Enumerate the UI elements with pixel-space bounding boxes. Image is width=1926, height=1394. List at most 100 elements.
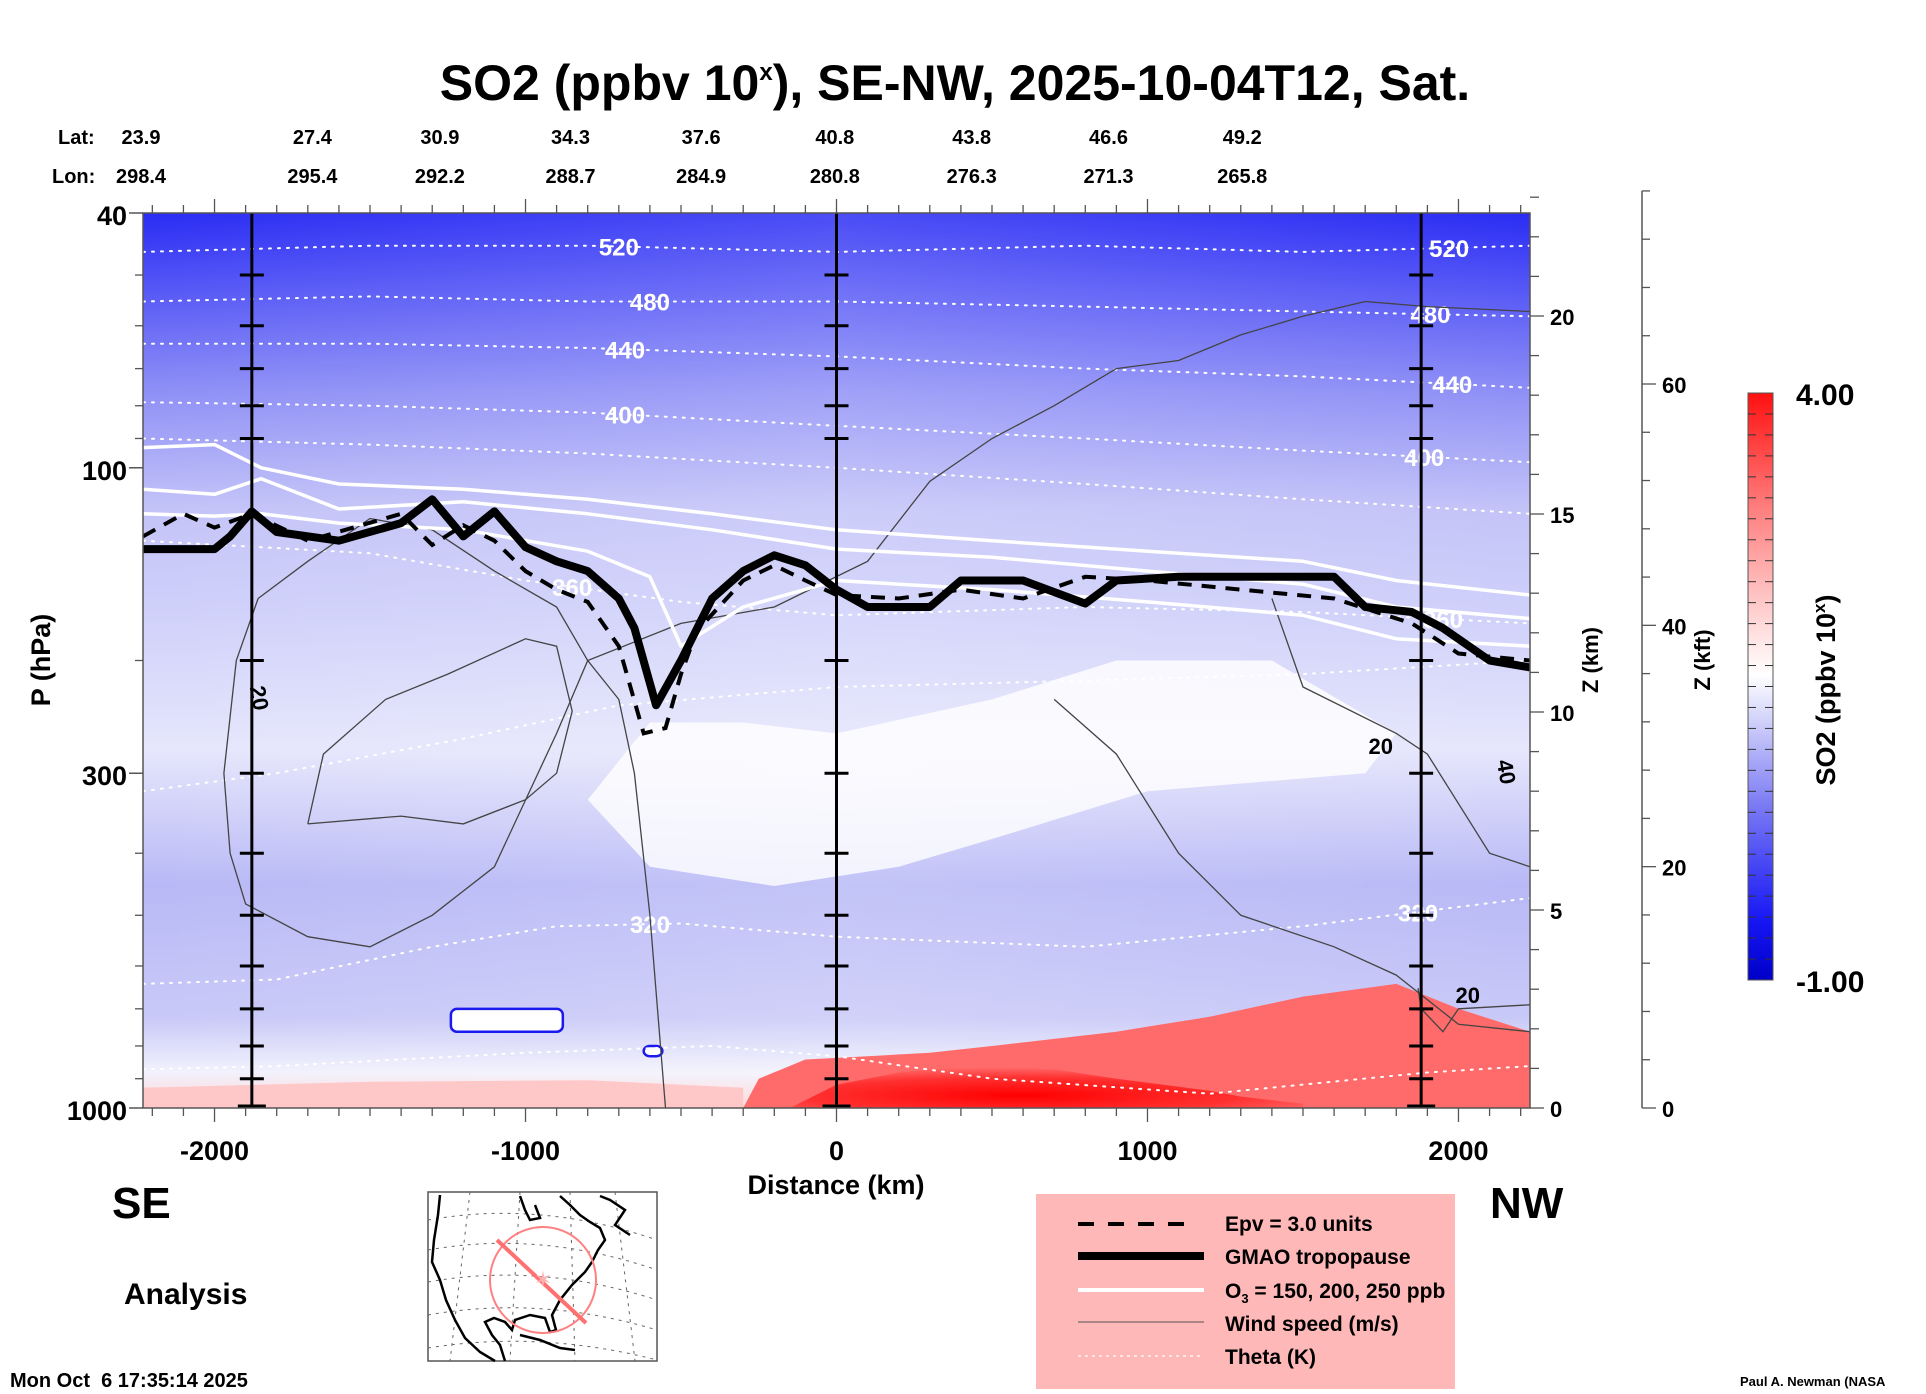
lat-value: 34.3 <box>551 127 590 149</box>
lat-value: 37.6 <box>682 127 721 149</box>
y-tick-label: 300 <box>82 761 127 791</box>
lat-value: 43.8 <box>952 127 991 149</box>
legend-label-ozone: O3 = 150, 200, 250 ppb <box>1225 1280 1445 1306</box>
z-kft-axis-label: Z (kft) <box>1690 629 1715 690</box>
lon-value: 271.3 <box>1083 166 1133 188</box>
lon-value: 295.4 <box>287 166 338 188</box>
x-axis: -2000 -1000 0 1000 2000 <box>151 199 1522 1166</box>
lon-value: 284.9 <box>676 166 726 188</box>
lat-value: 49.2 <box>1223 127 1262 149</box>
z-kft-tick-label: 60 <box>1662 373 1686 398</box>
ozone-contour-250 <box>143 512 1530 648</box>
x-tick-label: 2000 <box>1428 1136 1488 1166</box>
legend-label-epv: Epv = 3.0 units <box>1225 1213 1373 1236</box>
colorbar-ticks <box>1748 413 1773 960</box>
lat-lon-header: Lat: Lon: 23.9 298.4 27.4 295.4 30.9 292.2 34.… <box>52 127 1267 188</box>
lon-value: 265.8 <box>1217 166 1267 188</box>
x-tick-label: 0 <box>829 1136 844 1166</box>
inset-map-track-line <box>495 1238 588 1325</box>
wind-contour-label: 20 <box>1456 983 1480 1008</box>
lon-label: Lon: <box>52 166 95 188</box>
gmao-tropopause-line <box>143 495 1530 710</box>
chart-title: SO2 (ppbv 10x), SE-NW, 2025-10-04T12, Sa… <box>440 55 1470 111</box>
lon-value: 288.7 <box>545 166 595 188</box>
z-km-tick-label: 20 <box>1550 305 1574 330</box>
inset-map-center-star-icon: ✶ <box>534 1267 552 1292</box>
x-tick-label: 1000 <box>1117 1136 1177 1166</box>
analysis-label: Analysis <box>124 1278 247 1311</box>
theta-label-440: 440 <box>605 337 645 364</box>
y-axis-label: P (hPa) <box>26 614 56 707</box>
ozone-contours <box>143 442 1530 648</box>
wind-speed-contours: 20 20 40 20 <box>223 300 1530 1108</box>
z-km-axis: 0 5 10 15 20 <box>1530 196 1574 1122</box>
inset-map: ✶ <box>427 1191 658 1363</box>
z-km-tick-label: 10 <box>1550 701 1574 726</box>
theta-label-440: 440 <box>1432 372 1472 399</box>
z-km-tick-label: 15 <box>1550 503 1574 528</box>
direction-se: SE <box>112 1179 171 1228</box>
lon-value: 276.3 <box>947 166 997 188</box>
theta-label-400: 400 <box>1404 445 1444 472</box>
wind-contour-40 <box>1271 598 1530 868</box>
wind-contour-20 <box>307 638 573 825</box>
credit: Paul A. Newman (NASA <box>1740 1374 1886 1389</box>
so2-region-boundary-layer-pollution-core <box>789 1066 1303 1108</box>
wind-contour-label: 20 <box>245 684 274 712</box>
colorbar-min-label: -1.00 <box>1796 966 1864 999</box>
inset-map-coastline <box>430 1194 631 1363</box>
wind-contour-label: 40 <box>1492 758 1521 786</box>
so2-region-upper-troposphere-clean <box>587 660 1397 886</box>
theta-label-520: 520 <box>599 235 639 262</box>
lon-value: 298.4 <box>116 166 167 188</box>
wind-contour-20 <box>586 300 1530 1108</box>
y-tick-label: 1000 <box>67 1096 127 1126</box>
y-tick-label: 40 <box>97 201 127 231</box>
ozone-contour-200 <box>143 476 1530 621</box>
wind-contour-label: 20 <box>1368 734 1392 759</box>
lat-value: 30.9 <box>420 127 459 149</box>
lat-label: Lat: <box>58 127 95 149</box>
y-tick-label: 100 <box>82 456 127 486</box>
colorbar-label: SO2 (ppbv 10x) <box>1810 594 1841 785</box>
z-km-tick-label: 0 <box>1550 1097 1562 1122</box>
legend-label-wind: Wind speed (m/s) <box>1225 1313 1399 1336</box>
lon-value: 280.8 <box>810 166 860 188</box>
z-km-axis-label: Z (km) <box>1578 627 1603 693</box>
so2-regions <box>143 660 1530 1108</box>
z-kft-tick-label: 20 <box>1662 856 1686 881</box>
z-km-tick-label: 5 <box>1550 899 1562 924</box>
reference-lines <box>237 213 1436 1108</box>
lat-value: 46.6 <box>1089 127 1128 149</box>
colorbar-max-label: 4.00 <box>1796 379 1854 412</box>
theta-label-520: 520 <box>1429 236 1469 263</box>
theta-label-400: 400 <box>605 403 645 430</box>
legend-label-tropopause: GMAO tropopause <box>1225 1246 1411 1269</box>
y-axis: 40 100 300 1000 <box>67 201 143 1126</box>
inset-map-graticule <box>428 1192 657 1361</box>
epv-3-line <box>143 511 1530 736</box>
theta-contour-360 <box>143 539 1530 625</box>
legend: Epv = 3.0 units GMAO tropopause O3 = 150… <box>1036 1194 1455 1389</box>
missing-data <box>449 1007 664 1058</box>
tropopause-line <box>143 495 1530 710</box>
epv-line <box>143 511 1530 736</box>
legend-label-theta: Theta (K) <box>1225 1346 1316 1369</box>
ozone-contour-150 <box>143 442 1530 597</box>
timestamp: Mon Oct 6 17:35:14 2025 <box>10 1370 248 1392</box>
z-kft-tick-label: 40 <box>1662 614 1686 639</box>
inset-map-radius-circle <box>489 1226 597 1334</box>
lat-value: 40.8 <box>815 127 854 149</box>
so2-region-surface-layer-west <box>143 1080 744 1108</box>
lat-value: 23.9 <box>122 127 161 149</box>
x-axis-label: Distance (km) <box>747 1170 924 1200</box>
z-kft-axis: 0 20 40 60 <box>1641 190 1686 1122</box>
colorbar: 4.00 -1.00 SO2 (ppbv 10x) <box>1747 379 1864 999</box>
z-kft-tick-label: 0 <box>1662 1097 1674 1122</box>
direction-nw: NW <box>1490 1179 1564 1228</box>
x-tick-label: -1000 <box>491 1136 560 1166</box>
missing-data-box <box>449 1007 565 1033</box>
lon-value: 292.2 <box>415 166 465 188</box>
